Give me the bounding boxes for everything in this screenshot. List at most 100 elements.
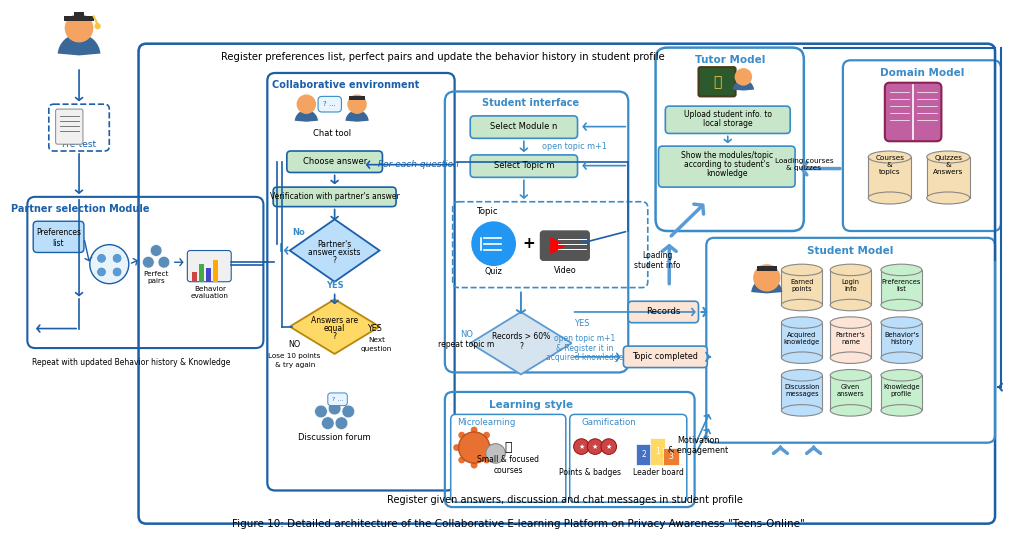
FancyBboxPatch shape <box>56 109 83 144</box>
Text: question: question <box>361 346 392 352</box>
Ellipse shape <box>782 352 822 364</box>
Text: Figure 10: Detailed architecture of the Collaborative E-learning Platform on Pri: Figure 10: Detailed architecture of the … <box>231 519 804 528</box>
Bar <box>663 448 679 465</box>
Text: Topic: Topic <box>477 207 499 216</box>
Bar <box>206 268 211 282</box>
Circle shape <box>96 254 106 263</box>
Text: Lose 10 points: Lose 10 points <box>269 353 320 359</box>
Polygon shape <box>290 299 379 354</box>
FancyBboxPatch shape <box>699 67 735 96</box>
Circle shape <box>483 456 490 463</box>
FancyBboxPatch shape <box>470 155 578 177</box>
Bar <box>868 157 912 198</box>
Text: Earned
points: Earned points <box>790 279 813 292</box>
Text: ? ...: ? ... <box>323 101 336 107</box>
Text: +: + <box>522 236 535 251</box>
Text: & try again: & try again <box>275 362 314 367</box>
Circle shape <box>486 444 505 463</box>
Text: Upload student info. to: Upload student info. to <box>683 111 772 119</box>
Bar <box>782 375 822 410</box>
Text: NO: NO <box>289 340 301 349</box>
Circle shape <box>90 244 129 283</box>
Wedge shape <box>346 110 369 122</box>
Text: Preferences
list: Preferences list <box>882 279 921 292</box>
Circle shape <box>342 405 355 418</box>
Circle shape <box>458 456 465 463</box>
Bar <box>927 157 969 198</box>
Text: NO: NO <box>459 330 473 339</box>
Ellipse shape <box>782 317 822 328</box>
FancyBboxPatch shape <box>540 231 589 260</box>
Bar <box>636 444 652 465</box>
Ellipse shape <box>782 264 822 276</box>
Text: Domain Model: Domain Model <box>880 68 964 78</box>
Circle shape <box>150 244 162 256</box>
Text: YES: YES <box>325 281 344 290</box>
Wedge shape <box>733 80 754 91</box>
Text: Video: Video <box>554 266 576 275</box>
Text: Show the modules/topic: Show the modules/topic <box>680 151 773 160</box>
Text: Verification with partner's answer: Verification with partner's answer <box>270 192 400 202</box>
Circle shape <box>296 94 316 114</box>
Text: Learning style: Learning style <box>489 399 573 410</box>
Text: No: No <box>292 229 305 237</box>
Circle shape <box>470 220 517 267</box>
Text: Chat tool: Chat tool <box>312 129 351 138</box>
Circle shape <box>734 68 752 86</box>
Circle shape <box>348 94 367 114</box>
Text: Tutor Model: Tutor Model <box>695 55 765 65</box>
FancyBboxPatch shape <box>287 151 382 172</box>
Circle shape <box>96 267 106 277</box>
Text: knowledge: knowledge <box>706 169 747 178</box>
Text: Select Topic m: Select Topic m <box>494 161 554 170</box>
Text: 1: 1 <box>655 447 660 456</box>
Text: open topic m+1: open topic m+1 <box>542 141 607 151</box>
Text: Behavior
evaluation: Behavior evaluation <box>191 286 229 299</box>
Circle shape <box>321 417 335 429</box>
FancyBboxPatch shape <box>885 83 941 141</box>
Polygon shape <box>470 312 572 375</box>
Text: Preferences
list: Preferences list <box>37 228 81 248</box>
Bar <box>830 270 871 305</box>
Text: Records > 60%: Records > 60% <box>492 332 550 341</box>
Text: Choose answer: Choose answer <box>302 157 367 166</box>
Text: Gamification: Gamification <box>581 418 636 427</box>
Circle shape <box>314 405 328 418</box>
Bar <box>65 16 93 21</box>
FancyBboxPatch shape <box>665 106 790 133</box>
Circle shape <box>113 254 122 263</box>
Text: For each question: For each question <box>378 160 459 169</box>
Ellipse shape <box>881 405 922 416</box>
Text: local storage: local storage <box>703 119 752 128</box>
FancyBboxPatch shape <box>450 415 566 502</box>
Text: Topic completed: Topic completed <box>633 352 699 362</box>
Bar <box>881 375 922 410</box>
Text: Collaborative environment: Collaborative environment <box>272 80 419 89</box>
Circle shape <box>574 439 589 454</box>
Text: acquired knowledge: acquired knowledge <box>546 353 623 362</box>
Text: Register preferences list, perfect pairs and update the behavior history in stud: Register preferences list, perfect pairs… <box>221 53 665 62</box>
Ellipse shape <box>881 352 922 364</box>
FancyBboxPatch shape <box>328 393 348 405</box>
Wedge shape <box>58 34 100 55</box>
Ellipse shape <box>830 405 871 416</box>
FancyBboxPatch shape <box>273 187 396 207</box>
Text: Perfect
pairs: Perfect pairs <box>143 272 169 285</box>
Polygon shape <box>290 220 379 282</box>
FancyBboxPatch shape <box>188 250 231 282</box>
Circle shape <box>489 444 495 451</box>
Text: Behavior's
history: Behavior's history <box>884 332 919 345</box>
Ellipse shape <box>881 299 922 311</box>
Ellipse shape <box>830 264 871 276</box>
Text: Acquired
knowledge: Acquired knowledge <box>784 332 820 345</box>
Circle shape <box>458 432 490 463</box>
Circle shape <box>142 256 154 268</box>
Circle shape <box>158 256 169 268</box>
FancyBboxPatch shape <box>470 116 578 138</box>
FancyBboxPatch shape <box>318 96 342 112</box>
Bar <box>757 266 777 271</box>
Text: Courses
&
topics: Courses & topics <box>875 154 904 175</box>
Circle shape <box>601 439 617 454</box>
Text: YES: YES <box>367 324 382 333</box>
Ellipse shape <box>782 405 822 416</box>
